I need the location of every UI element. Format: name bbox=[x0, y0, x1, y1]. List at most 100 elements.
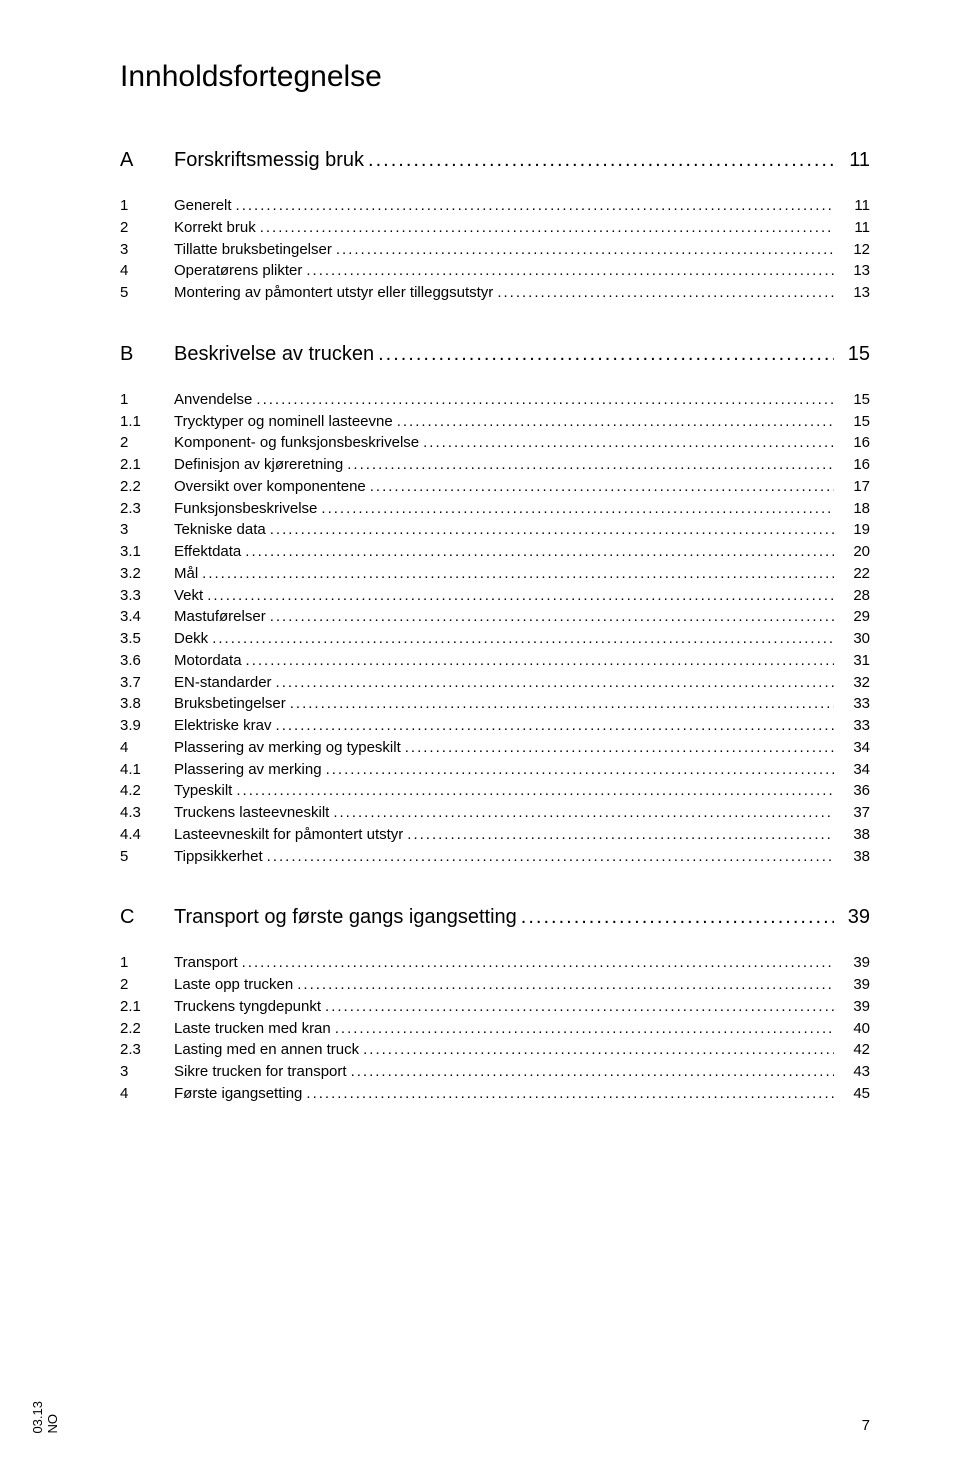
toc-entry-label-col: Tippsikkerhet...........................… bbox=[174, 846, 834, 868]
toc-entry: 3.5Dekk.................................… bbox=[120, 628, 870, 650]
toc-dots: ........................................… bbox=[203, 585, 834, 607]
toc-entry-label: Lasting med en annen truck bbox=[174, 1039, 359, 1061]
toc-dots: ........................................… bbox=[493, 282, 834, 304]
toc-section-label: Transport og første gangs igangsetting bbox=[174, 903, 517, 932]
toc-dots: ........................................… bbox=[419, 432, 834, 454]
toc-entry-label-col: Generelt................................… bbox=[174, 195, 834, 217]
toc-entry-label-col: Montering av påmontert utstyr eller till… bbox=[174, 282, 834, 304]
toc-entry: 2.3Funksjonsbeskrivelse.................… bbox=[120, 498, 870, 520]
toc-dots: ........................................… bbox=[364, 146, 834, 175]
toc-entry-page: 39 bbox=[834, 974, 870, 996]
toc-entry-page: 16 bbox=[834, 454, 870, 476]
toc-entry: 2Korrekt bruk...........................… bbox=[120, 217, 870, 239]
toc-section-letter: C bbox=[120, 903, 174, 932]
toc-entry-label-col: Transport...............................… bbox=[174, 952, 834, 974]
toc-section-label: Forskriftsmessig bruk bbox=[174, 146, 364, 175]
toc-entry-label-col: Truckens tyngdepunkt....................… bbox=[174, 996, 834, 1018]
toc-entry-number: 4.3 bbox=[120, 802, 174, 824]
toc-entry-number: 2 bbox=[120, 974, 174, 996]
toc-entry-label: Plassering av merking bbox=[174, 759, 322, 781]
toc-entry-page: 20 bbox=[834, 541, 870, 563]
toc-entry-label-col: Operatørens plikter.....................… bbox=[174, 260, 834, 282]
toc-entry-page: 33 bbox=[834, 715, 870, 737]
toc-entry-label-col: Definisjon av kjøreretning..............… bbox=[174, 454, 834, 476]
toc-entry-number: 2.3 bbox=[120, 1039, 174, 1061]
toc-entry-label-col: Mastuførelser...........................… bbox=[174, 606, 834, 628]
toc-entry-number: 2 bbox=[120, 217, 174, 239]
toc-dots: ........................................… bbox=[374, 340, 834, 369]
toc-dots: ........................................… bbox=[347, 1061, 834, 1083]
toc-entry-label: Anvendelse bbox=[174, 389, 252, 411]
toc-sections: AForskriftsmessig bruk..................… bbox=[120, 146, 870, 1105]
toc-entry-label-col: Lasteevneskilt for påmontert utstyr.....… bbox=[174, 824, 834, 846]
toc-entry-label-col: Korrekt bruk............................… bbox=[174, 217, 834, 239]
toc-entry-label: Typeskilt bbox=[174, 780, 232, 802]
toc-entry-number: 4 bbox=[120, 260, 174, 282]
toc-entry: 3.7EN-standarder........................… bbox=[120, 672, 870, 694]
toc-entry-label: Tillatte bruksbetingelser bbox=[174, 239, 332, 261]
toc-dots: ........................................… bbox=[302, 1083, 834, 1105]
toc-entry-label-col: Vekt....................................… bbox=[174, 585, 834, 607]
toc-entry-page: 39 bbox=[834, 952, 870, 974]
toc-entry-label: Definisjon av kjøreretning bbox=[174, 454, 343, 476]
toc-section-page: 39 bbox=[834, 903, 870, 932]
toc-entry-page: 38 bbox=[834, 824, 870, 846]
toc-entry-number: 4.1 bbox=[120, 759, 174, 781]
toc-dots: ........................................… bbox=[393, 411, 834, 433]
toc-entry-page: 12 bbox=[834, 239, 870, 261]
toc-entry-label: Tekniske data bbox=[174, 519, 266, 541]
toc-entry-number: 3.6 bbox=[120, 650, 174, 672]
toc-entry-label: Bruksbetingelser bbox=[174, 693, 286, 715]
toc-dots: ........................................… bbox=[286, 693, 834, 715]
toc-entry-page: 11 bbox=[834, 195, 870, 217]
toc-dots: ........................................… bbox=[317, 498, 834, 520]
toc-dots: ........................................… bbox=[366, 476, 834, 498]
toc-section: AForskriftsmessig bruk..................… bbox=[120, 146, 870, 304]
toc-entry-number: 3 bbox=[120, 519, 174, 541]
toc-entry-label-col: Sikre trucken for transport.............… bbox=[174, 1061, 834, 1083]
toc-section-row: BBeskrivelse av trucken.................… bbox=[120, 340, 870, 369]
page-title: Innholdsfortegnelse bbox=[120, 60, 870, 94]
toc-entry-label: Plassering av merking og typeskilt bbox=[174, 737, 401, 759]
toc-entry-label: Truckens tyngdepunkt bbox=[174, 996, 321, 1018]
toc-entry-label: EN-standarder bbox=[174, 672, 272, 694]
toc-entry-page: 39 bbox=[834, 996, 870, 1018]
toc-entry-label: Funksjonsbeskrivelse bbox=[174, 498, 317, 520]
toc-entry-label-col: Lasting med en annen truck..............… bbox=[174, 1039, 834, 1061]
toc-entry-label-col: Første igangsetting.....................… bbox=[174, 1083, 834, 1105]
toc-dots: ........................................… bbox=[359, 1039, 834, 1061]
toc-dots: ........................................… bbox=[232, 780, 834, 802]
toc-entry-page: 37 bbox=[834, 802, 870, 824]
toc-entry-label: Dekk bbox=[174, 628, 208, 650]
toc-entry-label-col: Typeskilt...............................… bbox=[174, 780, 834, 802]
toc-entry-label: Operatørens plikter bbox=[174, 260, 302, 282]
toc-entry-label-col: Laste opp trucken.......................… bbox=[174, 974, 834, 996]
toc-entry-number: 3 bbox=[120, 1061, 174, 1083]
toc-entry-label-col: Plassering av merking og typeskilt......… bbox=[174, 737, 834, 759]
toc-section-page: 15 bbox=[834, 340, 870, 369]
toc-entry: 3.1Effektdata...........................… bbox=[120, 541, 870, 563]
toc-entry: 2.2Oversikt over komponentene...........… bbox=[120, 476, 870, 498]
toc-entry-number: 4 bbox=[120, 737, 174, 759]
toc-dots: ........................................… bbox=[198, 563, 834, 585]
toc-entry: 2.3Lasting med en annen truck...........… bbox=[120, 1039, 870, 1061]
toc-entry-page: 34 bbox=[834, 737, 870, 759]
toc-entry-label: Første igangsetting bbox=[174, 1083, 302, 1105]
toc-entry-label: Trycktyper og nominell lasteevne bbox=[174, 411, 393, 433]
toc-section-label-col: Beskrivelse av trucken..................… bbox=[174, 340, 834, 369]
toc-entry-page: 13 bbox=[834, 260, 870, 282]
toc-dots: ........................................… bbox=[242, 650, 834, 672]
toc-dots: ........................................… bbox=[293, 974, 834, 996]
toc-dots: ........................................… bbox=[272, 672, 834, 694]
footer-page-number: 7 bbox=[862, 1417, 870, 1434]
toc-entry-label: Komponent- og funksjonsbeskrivelse bbox=[174, 432, 419, 454]
toc-entry: 2.1Definisjon av kjøreretning...........… bbox=[120, 454, 870, 476]
toc-dots: ........................................… bbox=[329, 802, 834, 824]
toc-entry-number: 3 bbox=[120, 239, 174, 261]
toc-entry-number: 1.1 bbox=[120, 411, 174, 433]
toc-section-letter: B bbox=[120, 340, 174, 369]
toc-entry-label: Truckens lasteevneskilt bbox=[174, 802, 329, 824]
toc-entry-label-col: Laste trucken med kran..................… bbox=[174, 1018, 834, 1040]
toc-section: BBeskrivelse av trucken.................… bbox=[120, 340, 870, 868]
toc-entry-page: 29 bbox=[834, 606, 870, 628]
